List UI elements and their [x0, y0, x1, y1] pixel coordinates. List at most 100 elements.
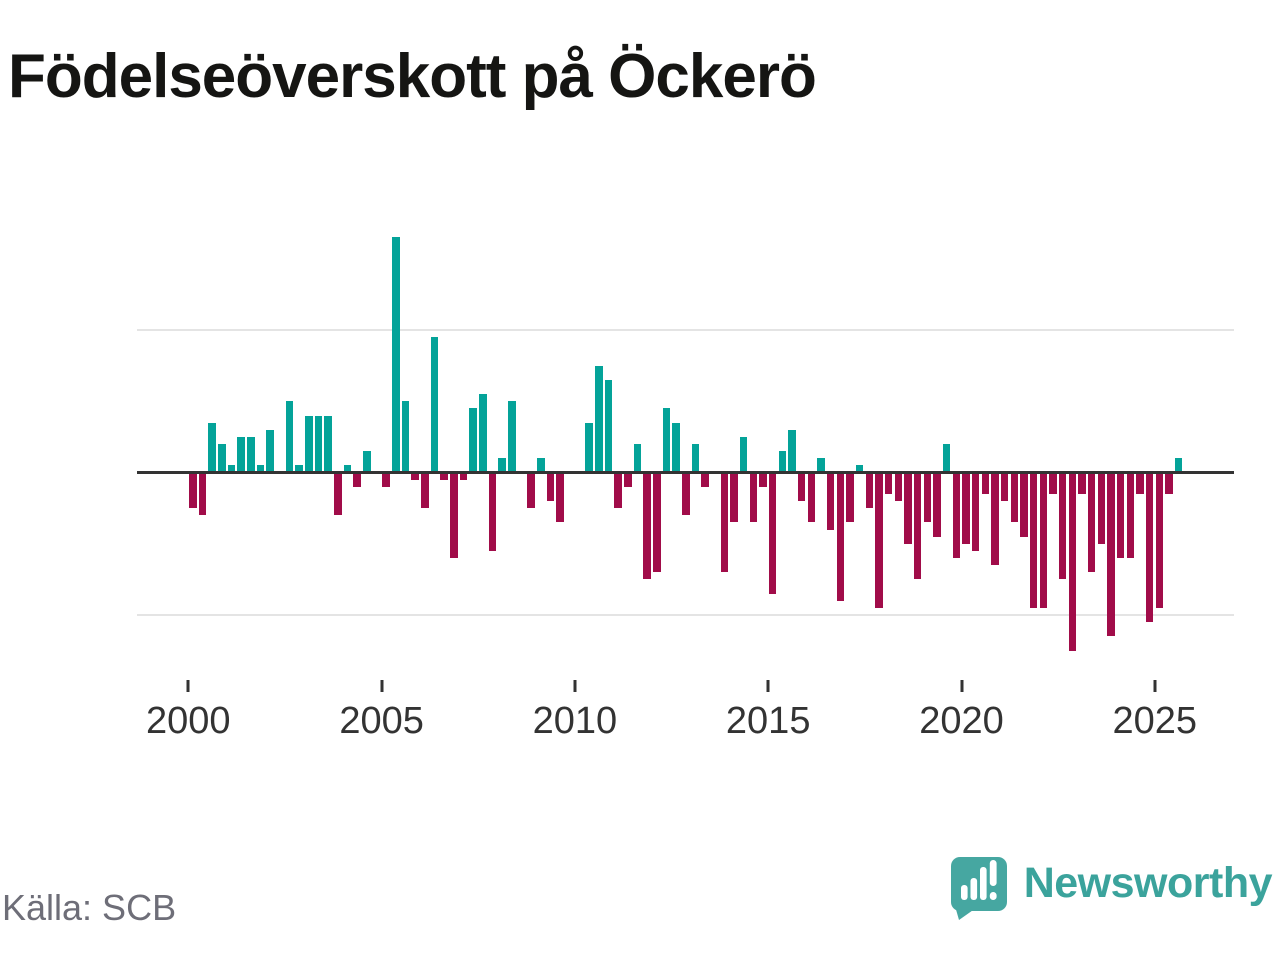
- bar-2017Q3: [865, 472, 874, 509]
- bar-2024Q3: [1136, 472, 1144, 494]
- bar-2017Q1: [846, 472, 854, 523]
- bar-2002Q4: [295, 465, 303, 473]
- bar-2021Q1: [1000, 472, 1009, 501]
- x-tick-label-2010: 2010: [532, 700, 618, 742]
- bar-2020Q3: [981, 472, 990, 494]
- bar-2005Q2: [391, 237, 400, 473]
- x-tick-label-2005: 2005: [339, 700, 424, 742]
- x-tick-2005: [380, 680, 384, 692]
- bar-2023Q4: [1107, 472, 1115, 637]
- bar-2010Q4: [604, 379, 613, 473]
- bar-2013Q2: [701, 472, 709, 487]
- bar-2005Q1: [382, 472, 390, 487]
- bar-2016Q2: [817, 458, 825, 473]
- zero-axis-line: [137, 471, 1234, 474]
- bar-2003Q2: [314, 415, 323, 473]
- bar-2025Q1: [1155, 472, 1164, 608]
- x-tick-label-2025: 2025: [1112, 700, 1198, 742]
- bar-2020Q1: [962, 472, 970, 544]
- bar-2022Q4: [1068, 472, 1077, 651]
- bar-2005Q3: [401, 401, 410, 473]
- bar-2015Q1: [768, 472, 777, 594]
- bar-2015Q3: [788, 429, 796, 473]
- x-tick-2020: [960, 680, 963, 692]
- bar-2006Q3: [440, 472, 448, 480]
- bar-2023Q2: [1087, 472, 1096, 573]
- bar-2018Q2: [894, 472, 903, 501]
- bar-2000Q4: [217, 444, 226, 473]
- bar-2025Q2: [1165, 472, 1173, 494]
- bar-2020Q2: [971, 472, 980, 551]
- bar-2004Q3: [362, 451, 371, 473]
- bar-2025Q3: [1174, 458, 1183, 473]
- bar-2011Q3: [633, 444, 642, 473]
- x-tick-2015: [766, 680, 770, 692]
- bar-2008Q2: [507, 401, 516, 473]
- bar-2023Q1: [1078, 472, 1086, 494]
- bar-2012Q1: [652, 472, 661, 573]
- bar-2024Q4: [1145, 472, 1154, 623]
- bar-2019Q3: [942, 444, 951, 473]
- bar-2001Q4: [256, 465, 265, 473]
- x-tick-2010: [573, 680, 577, 692]
- bar-2017Q2: [855, 465, 864, 473]
- bar-2022Q3: [1058, 472, 1067, 580]
- bar-2022Q2: [1049, 472, 1057, 494]
- bar-2004Q1: [343, 465, 352, 473]
- bar-2019Q2: [933, 472, 941, 537]
- bar-2021Q2: [1010, 472, 1019, 523]
- bar-2000Q3: [208, 422, 216, 473]
- bar-2012Q3: [672, 422, 680, 473]
- x-tick-label-2015: 2015: [725, 700, 811, 742]
- bar-2007Q1: [459, 472, 468, 480]
- chart-title: Födelseöverskott på Öckerö: [8, 42, 817, 111]
- bar-2017Q4: [875, 472, 883, 608]
- bar-2009Q1: [536, 458, 545, 473]
- bar-2011Q2: [623, 472, 632, 487]
- x-tick-label-2000: 2000: [146, 700, 231, 742]
- bar-2019Q4: [952, 472, 961, 558]
- bar-2003Q4: [333, 472, 342, 516]
- bar-2008Q1: [498, 458, 506, 473]
- bar-2003Q3: [324, 415, 332, 473]
- bar-2018Q1: [884, 472, 893, 494]
- bar-2022Q1: [1039, 472, 1048, 608]
- bar-2014Q2: [739, 436, 748, 473]
- bar-2014Q1: [730, 472, 738, 523]
- bar-2014Q4: [759, 472, 767, 487]
- bar-2001Q3: [246, 436, 255, 473]
- bar-2001Q1: [227, 465, 236, 473]
- bar-2013Q1: [691, 444, 700, 473]
- branding: Newsworthy: [950, 856, 1273, 922]
- bar-2004Q2: [353, 472, 361, 487]
- source-note: Källa: SCB: [2, 887, 177, 928]
- bar-2015Q2: [778, 451, 787, 473]
- newsworthy-logo-icon: [950, 857, 1007, 920]
- bar-2021Q3: [1020, 472, 1028, 537]
- bar-2024Q2: [1126, 472, 1135, 558]
- bar-2006Q2: [430, 337, 439, 473]
- bar-2019Q1: [923, 472, 932, 523]
- newsworthy-wordmark: Newsworthy: [1023, 858, 1273, 907]
- x-tick-label-2020: 2020: [919, 700, 1004, 742]
- bar-2007Q3: [478, 394, 487, 473]
- bar-2001Q2: [237, 436, 245, 473]
- bar-2009Q2: [546, 472, 555, 501]
- bar-2005Q4: [411, 472, 419, 480]
- bar-2018Q3: [904, 472, 912, 544]
- bar-2021Q4: [1029, 472, 1038, 608]
- bar-2016Q4: [836, 472, 845, 601]
- bar-2002Q1: [266, 429, 274, 473]
- bar-2008Q4: [527, 472, 535, 509]
- bar-2012Q2: [662, 408, 671, 473]
- bar-2011Q1: [614, 472, 622, 509]
- x-tick-2000: [186, 680, 190, 692]
- bar-2003Q1: [304, 415, 313, 473]
- bar-2006Q4: [449, 472, 458, 558]
- bar-2013Q4: [720, 472, 729, 573]
- bar-2009Q3: [556, 472, 564, 523]
- bar-2000Q2: [198, 472, 207, 516]
- x-tick-2025: [1153, 680, 1157, 692]
- bar-2011Q4: [643, 472, 651, 580]
